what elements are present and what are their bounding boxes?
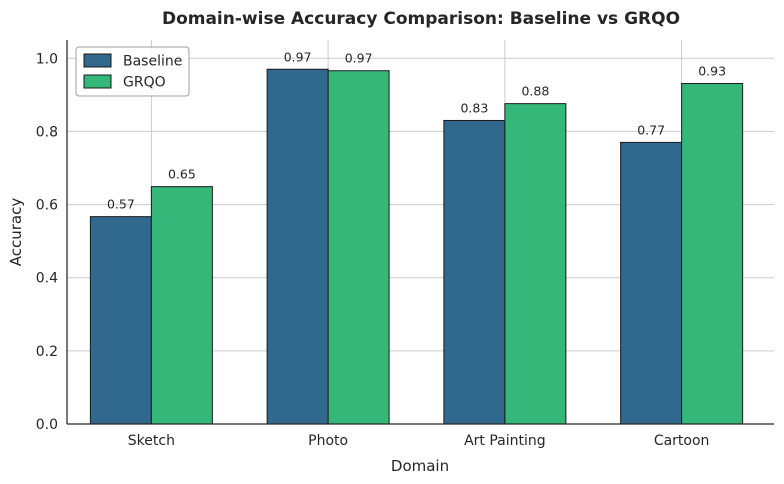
- data-label: 0.65: [168, 167, 196, 182]
- data-label: 0.93: [698, 64, 726, 79]
- y-axis-label: Accuracy: [7, 198, 25, 267]
- x-tick-label: Photo: [308, 433, 348, 449]
- y-tick-label: 0.8: [36, 124, 58, 140]
- bar-grqo-photo: [327, 70, 390, 425]
- bar-grqo-cartoon: [681, 83, 744, 425]
- x-tick-label: Art Painting: [464, 433, 546, 449]
- x-axis-label: Domain: [391, 457, 449, 475]
- data-label: 0.77: [637, 122, 665, 137]
- y-tick-label: 0.0: [36, 417, 58, 433]
- data-label: 0.83: [460, 100, 488, 115]
- bar-baseline-sketch: [89, 216, 152, 425]
- x-tick-label: Sketch: [128, 433, 175, 449]
- legend-label-grqo: GRQO: [123, 75, 166, 91]
- x-tick-labels: Sketch Photo Art Painting Cartoon: [128, 433, 710, 449]
- y-tick-labels: 0.0 0.2 0.4 0.6 0.8 1.0: [36, 51, 58, 433]
- data-label: 0.97: [284, 49, 312, 64]
- x-tick-label: Cartoon: [654, 433, 710, 449]
- y-tick-label: 0.6: [36, 198, 58, 214]
- data-label: 0.97: [345, 51, 373, 66]
- legend-label-baseline: Baseline: [123, 54, 182, 70]
- bar-baseline-photo: [266, 68, 329, 425]
- bar-grqo-art-painting: [504, 103, 567, 425]
- legend-swatch-baseline: [83, 53, 112, 68]
- bar-grqo-sketch: [150, 186, 213, 425]
- y-tick-label: 0.4: [36, 271, 58, 287]
- bar-baseline-cartoon: [620, 141, 683, 425]
- axes: [66, 40, 774, 425]
- bar-baseline-art-painting: [443, 119, 506, 425]
- y-tick-label: 0.2: [36, 344, 58, 360]
- data-labels: 0.57 0.97 0.83 0.77 0.65 0.97 0.88 0.93: [107, 49, 726, 211]
- data-label: 0.57: [107, 197, 135, 212]
- data-label: 0.88: [521, 84, 549, 99]
- legend-swatch-grqo: [83, 74, 112, 89]
- legend: Baseline GRQO: [75, 46, 190, 97]
- chart-title: Domain-wise Accuracy Comparison: Baselin…: [162, 9, 680, 29]
- y-tick-label: 1.0: [36, 51, 58, 67]
